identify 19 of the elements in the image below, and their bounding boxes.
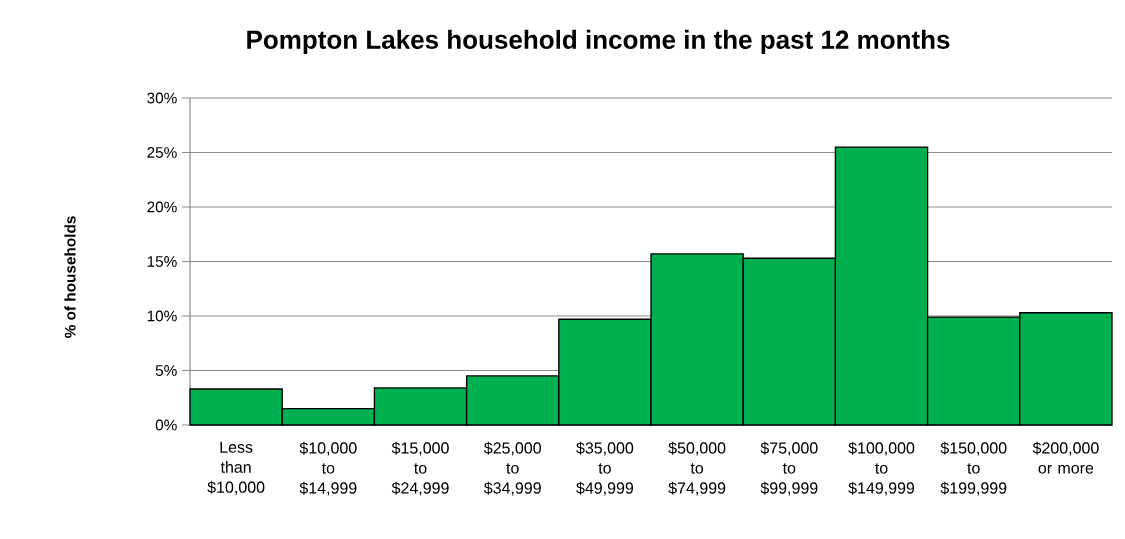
- x-tick-label: $25,000 to $34,999: [483, 441, 541, 496]
- y-tick-label: 0%: [155, 419, 177, 431]
- x-tick-label: $200,000 or more: [1032, 441, 1099, 474]
- x-tick-label: $10,000 to $14,999: [299, 441, 357, 496]
- x-tick-label: $35,000 to $49,999: [576, 441, 634, 496]
- x-tick-label: $75,000 to $99,999: [760, 441, 818, 496]
- y-tick-label: 15%: [147, 256, 177, 267]
- x-tick-label: Less than $10,000: [207, 441, 265, 495]
- y-tick-label: 25%: [147, 147, 177, 158]
- y-tick-label: 30%: [147, 92, 177, 104]
- x-tick-label: $100,000 to $149,999: [848, 441, 915, 496]
- y-tick-label: 10%: [147, 310, 177, 322]
- x-tick-label: $50,000 to $74,999: [668, 441, 726, 496]
- chart-title: Pompton Lakes household income in the past 12 months: [247, 29, 950, 55]
- y-tick-label: 20%: [147, 201, 177, 213]
- x-tick-label: $150,000 to $199,999: [940, 441, 1007, 496]
- y-axis-title: % of households: [64, 216, 76, 338]
- y-tick-label: 5%: [155, 365, 177, 376]
- x-tick-label: $15,000 to $24,999: [391, 441, 449, 496]
